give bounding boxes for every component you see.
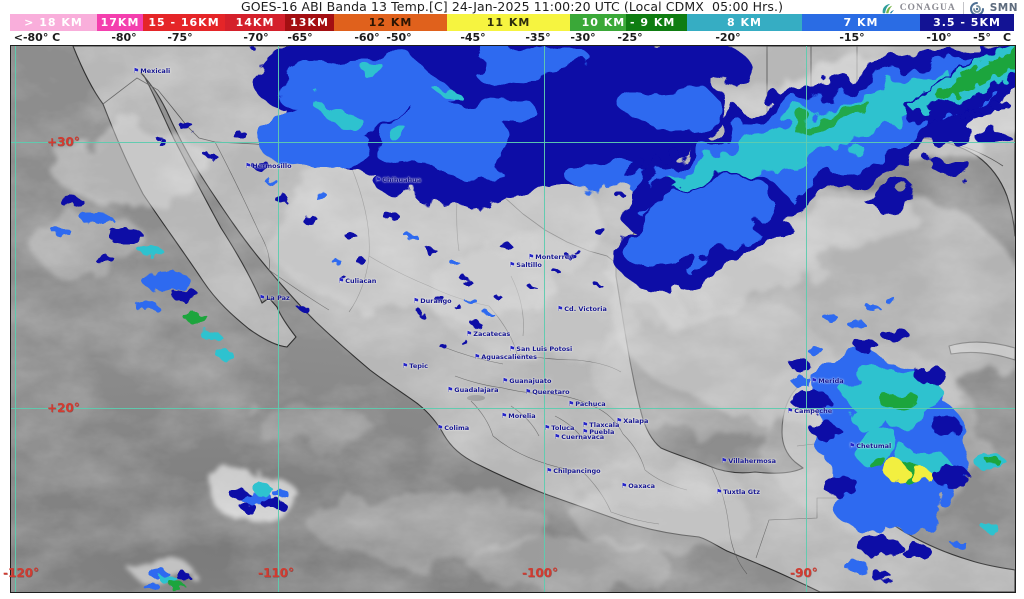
scale-segment: 3.5 - 5KM bbox=[920, 14, 1014, 31]
smn-logo-icon bbox=[969, 2, 984, 16]
cloud-group bbox=[791, 298, 969, 581]
temperature-label: -75° bbox=[167, 31, 193, 44]
smn-logo-text: SMN bbox=[989, 1, 1018, 14]
scale-segment: 7 KM bbox=[802, 14, 920, 31]
conagua-logo-text: CONAGUA bbox=[899, 2, 956, 13]
temperature-label: -50° bbox=[386, 31, 412, 44]
scale-segment: 12 KM bbox=[334, 14, 447, 31]
scale-segment: > 18 KM bbox=[10, 14, 97, 31]
scale-segment: 15 - 16KM bbox=[143, 14, 225, 31]
cloud-group bbox=[904, 46, 1015, 124]
scale-segment: 17KM bbox=[97, 14, 143, 31]
scale-segment: 8 KM bbox=[687, 14, 802, 31]
logo-divider bbox=[962, 1, 964, 17]
scale-segment: 11 KM bbox=[447, 14, 570, 31]
temperature-label: -65° bbox=[287, 31, 313, 44]
cloud-group bbox=[156, 122, 576, 288]
page-title: GOES-16 ABI Banda 13 Temp.[C] 24-Jan-202… bbox=[240, 0, 784, 14]
satellite-imagery bbox=[11, 46, 1015, 592]
satellite-map bbox=[10, 45, 1016, 593]
temperature-label: -15° bbox=[839, 31, 865, 44]
temperature-label: -20° bbox=[715, 31, 741, 44]
temperature-label: -45° bbox=[460, 31, 486, 44]
temperature-label: <-80° C bbox=[13, 31, 61, 44]
temperature-label: -35° bbox=[525, 31, 551, 44]
scale-segment: 10 KM - 9 KM bbox=[570, 14, 687, 31]
cloud-height-scale-bar: > 18 KM 17KM 15 - 16KM 14KM 13KM 12 KM 11 KM 10… bbox=[10, 14, 1014, 31]
temperature-label: C bbox=[1002, 31, 1012, 44]
temperature-label: -70° bbox=[243, 31, 269, 44]
temperature-label: -5° bbox=[973, 31, 991, 44]
temperature-label: -80° bbox=[111, 31, 137, 44]
temperature-label: -25° bbox=[617, 31, 643, 44]
temperature-label: -30° bbox=[570, 31, 596, 44]
cloud-group bbox=[52, 193, 1005, 590]
conagua-logo-icon bbox=[882, 3, 894, 13]
scale-segment: 14KM bbox=[225, 14, 285, 31]
temperature-label: -60° bbox=[354, 31, 380, 44]
temperature-label: -10° bbox=[926, 31, 952, 44]
temperature-scale-labels: <-80° C -80° -75° -70° -65° -60° -50° -45° -35° -… bbox=[10, 31, 1014, 44]
scale-segment: 13KM bbox=[285, 14, 334, 31]
